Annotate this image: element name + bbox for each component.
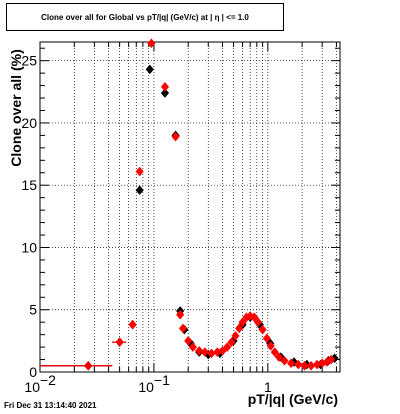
data-point-black [135,185,144,196]
data-point-red [171,131,180,142]
x-tick-label-exponent: −2 [40,372,56,388]
data-point-red [294,359,303,370]
data-point-red [286,358,296,369]
data-point-red [258,324,267,335]
data-point-red [234,323,244,334]
x-axis-label: pT/|q| (GeV/c) [247,391,338,407]
data-point-red [195,345,204,356]
data-point-red [147,38,156,49]
y-tick-label: 20 [21,115,37,131]
data-point-red [280,355,289,366]
data-point-red [253,317,263,328]
data-point-red [128,319,137,330]
chart-title: Clone over all for Global vs pT/|q| (GeV… [6,3,284,31]
data-point-red [227,337,236,347]
x-tick-label: 1 [264,379,272,395]
data-point-red [223,342,232,352]
plot-frame [39,41,341,373]
data-point-black [145,64,154,75]
data-point-black [160,88,170,98]
data-point-red [176,309,185,320]
y-tick-label: 25 [21,53,37,69]
x-tick-label: 10 [24,379,40,395]
y-axis-label: Clone over all (%) [8,49,24,167]
data-point-red [274,352,284,362]
data-point-red [135,166,144,177]
data-point-red [184,335,193,346]
y-tick-label: 5 [29,302,37,318]
data-point-red [160,81,170,92]
y-tick-label: 10 [21,239,37,255]
data-point-red [270,347,279,357]
data-point-red [327,354,336,365]
chart-title-text: Clone over all for Global vs pT/|q| (GeV… [41,12,249,22]
x-tick-label-exponent: −1 [154,372,170,388]
x-tick-label: 10 [138,379,154,395]
data-point-red [188,342,198,352]
y-tick-label: 0 [29,364,37,380]
timestamp: Fri Dec 31 13:14:40 2021 [4,401,97,410]
data-point-red [238,317,247,328]
data-point-red [250,312,259,323]
y-tick-label: 15 [21,177,37,193]
data-point-red [231,331,240,341]
data-point-red [115,337,124,347]
data-point-red [200,347,210,357]
data-point-red [266,340,275,351]
data-point-red [300,360,309,371]
data-point-red [262,333,271,344]
data-point-red [178,323,188,334]
data-point-red [84,360,93,371]
